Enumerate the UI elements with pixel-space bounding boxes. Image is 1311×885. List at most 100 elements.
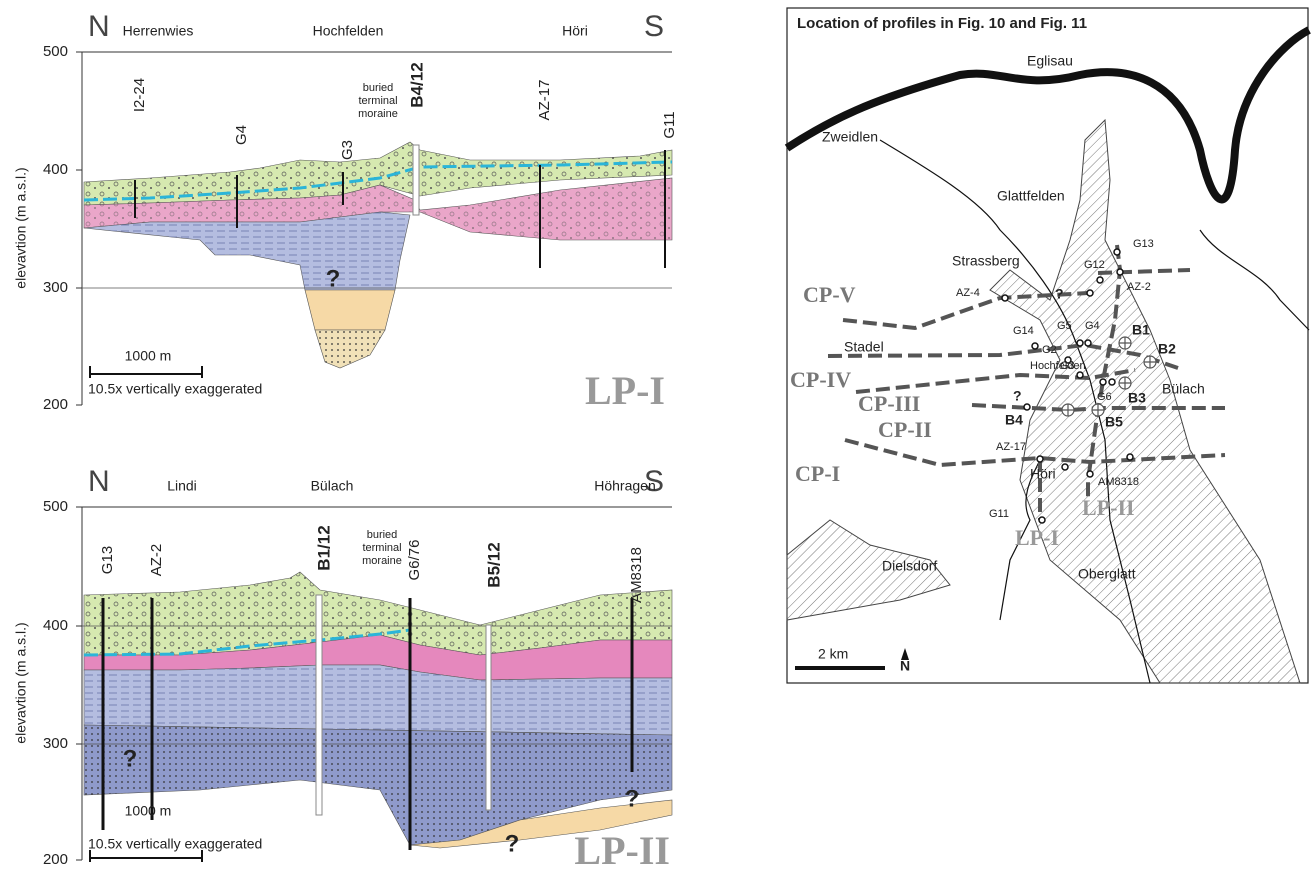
borehole-label: G13 bbox=[99, 546, 116, 574]
unknown-marker: ? bbox=[326, 265, 341, 292]
annotation: buried bbox=[367, 529, 398, 541]
new-borehole-label: B4 bbox=[1005, 412, 1023, 428]
borehole-label: G11 bbox=[661, 111, 678, 138]
place-label: Eglisau bbox=[1027, 53, 1073, 69]
scale-label: 2 km bbox=[818, 646, 848, 662]
borehole-point bbox=[1100, 379, 1106, 385]
borehole-label: I2-24 bbox=[131, 78, 148, 112]
unknown-marker: ? bbox=[1055, 286, 1064, 302]
place-label: Dielsdorf bbox=[882, 558, 937, 574]
page: NSHerrenwiesHochfeldenHöri500400300200el… bbox=[0, 0, 1311, 885]
new-borehole-label: B2 bbox=[1158, 341, 1176, 357]
layer-channel bbox=[305, 290, 395, 330]
unknown-marker: ? bbox=[123, 745, 138, 772]
north-label: N bbox=[900, 658, 910, 674]
place-label: Höri bbox=[1030, 466, 1056, 482]
borehole-label: AZ-2 bbox=[148, 544, 165, 577]
place-label: Höri bbox=[562, 23, 588, 39]
layer-lacustrine-texture bbox=[84, 212, 410, 290]
borehole-label: AZ-17 bbox=[996, 441, 1026, 453]
borehole-point bbox=[1037, 456, 1043, 462]
profile-name: LP-II bbox=[574, 828, 670, 873]
borehole-label: G11 bbox=[989, 508, 1009, 520]
borehole-label: B5/12 bbox=[484, 542, 503, 587]
borehole-label: G3 bbox=[1060, 360, 1075, 372]
y-axis-label: elevavtion (m a.s.l.) bbox=[13, 167, 29, 288]
place-label: Bülach bbox=[311, 478, 354, 494]
annotation: buried bbox=[363, 82, 394, 94]
borehole-point bbox=[1077, 340, 1083, 346]
borehole-point bbox=[1097, 277, 1103, 283]
borehole-point bbox=[1002, 295, 1008, 301]
borehole-label: G13 bbox=[1133, 238, 1154, 250]
y-tick-label: 200 bbox=[43, 851, 68, 868]
scale-label: 1000 m bbox=[125, 803, 172, 819]
north-label: N bbox=[88, 10, 110, 43]
y-tick-label: 300 bbox=[43, 279, 68, 296]
place-label: Bülach bbox=[1162, 381, 1205, 397]
long-profile-label: LP-I bbox=[1015, 525, 1059, 550]
borehole-label: AZ-4 bbox=[956, 287, 980, 299]
exaggeration-note: 10.5x vertically exaggerated bbox=[88, 836, 262, 852]
borehole-new bbox=[486, 625, 491, 810]
borehole-label: AM8318 bbox=[1098, 476, 1139, 488]
place-label: Glattfelden bbox=[997, 188, 1065, 204]
cross-profile-label: CP-III bbox=[858, 391, 920, 416]
borehole-label: G3 bbox=[339, 140, 356, 160]
borehole-point bbox=[1032, 343, 1038, 349]
place-label: Strassberg bbox=[952, 253, 1020, 269]
borehole-label: B1/12 bbox=[314, 525, 333, 570]
borehole-label: G12 bbox=[1084, 259, 1105, 271]
cross-profile-label: CP-II bbox=[878, 417, 932, 442]
borehole-label: AZ-2 bbox=[1127, 281, 1151, 293]
borehole-point bbox=[1087, 471, 1093, 477]
y-axis-label: elevavtion (m a.s.l.) bbox=[13, 622, 29, 743]
unknown-marker: ? bbox=[1013, 388, 1022, 404]
y-tick-label: 200 bbox=[43, 396, 68, 413]
figure: NSHerrenwiesHochfeldenHöri500400300200el… bbox=[0, 0, 1311, 885]
borehole-label: AM8318 bbox=[628, 547, 645, 603]
place-label: Herrenwies bbox=[123, 23, 194, 39]
new-borehole-label: B5 bbox=[1105, 414, 1123, 430]
place-label: Lindi bbox=[167, 478, 197, 494]
y-tick-label: 500 bbox=[43, 43, 68, 60]
north-label: N bbox=[88, 465, 110, 498]
borehole-point bbox=[1077, 372, 1083, 378]
new-borehole-label: B1 bbox=[1132, 322, 1150, 338]
profile-name: LP-I bbox=[585, 368, 665, 413]
place-label: Höhragen bbox=[594, 478, 656, 494]
borehole-new bbox=[413, 145, 419, 215]
borehole-point bbox=[1127, 454, 1133, 460]
borehole-point bbox=[1039, 517, 1045, 523]
borehole-label: G5 bbox=[1057, 320, 1072, 332]
unknown-marker: ? bbox=[505, 830, 520, 857]
borehole-point bbox=[1024, 404, 1030, 410]
borehole-label: AZ-17 bbox=[536, 80, 553, 121]
borehole-label: G6/76 bbox=[406, 540, 423, 581]
borehole-label: G6 bbox=[1097, 391, 1112, 403]
annotation: terminal bbox=[362, 542, 401, 554]
annotation: moraine bbox=[362, 555, 402, 567]
borehole-point bbox=[1062, 464, 1068, 470]
long-profile-label: LP-II bbox=[1082, 495, 1135, 520]
south-label: S bbox=[644, 10, 664, 43]
borehole-point bbox=[1117, 269, 1123, 275]
annotation: terminal bbox=[358, 95, 397, 107]
unknown-marker: ? bbox=[625, 785, 640, 812]
place-label: Zweidlen bbox=[822, 129, 878, 145]
cross-profile-label: CP-V bbox=[803, 282, 856, 307]
scale-label: 1000 m bbox=[125, 348, 172, 364]
y-tick-label: 400 bbox=[43, 617, 68, 634]
place-label: Oberglatt bbox=[1078, 566, 1136, 582]
new-borehole-label: B3 bbox=[1128, 390, 1146, 406]
borehole-point bbox=[1085, 340, 1091, 346]
borehole-label: G14 bbox=[1013, 325, 1034, 337]
y-tick-label: 300 bbox=[43, 735, 68, 752]
borehole-label: B4/12 bbox=[407, 62, 426, 107]
cross-profile-label: CP-IV bbox=[790, 367, 851, 392]
annotation: moraine bbox=[358, 108, 398, 120]
y-tick-label: 400 bbox=[43, 161, 68, 178]
cross-profile-label: CP-I bbox=[795, 461, 840, 486]
exaggeration-note: 10.5x vertically exaggerated bbox=[88, 381, 262, 397]
borehole-label: G4 bbox=[233, 125, 250, 145]
